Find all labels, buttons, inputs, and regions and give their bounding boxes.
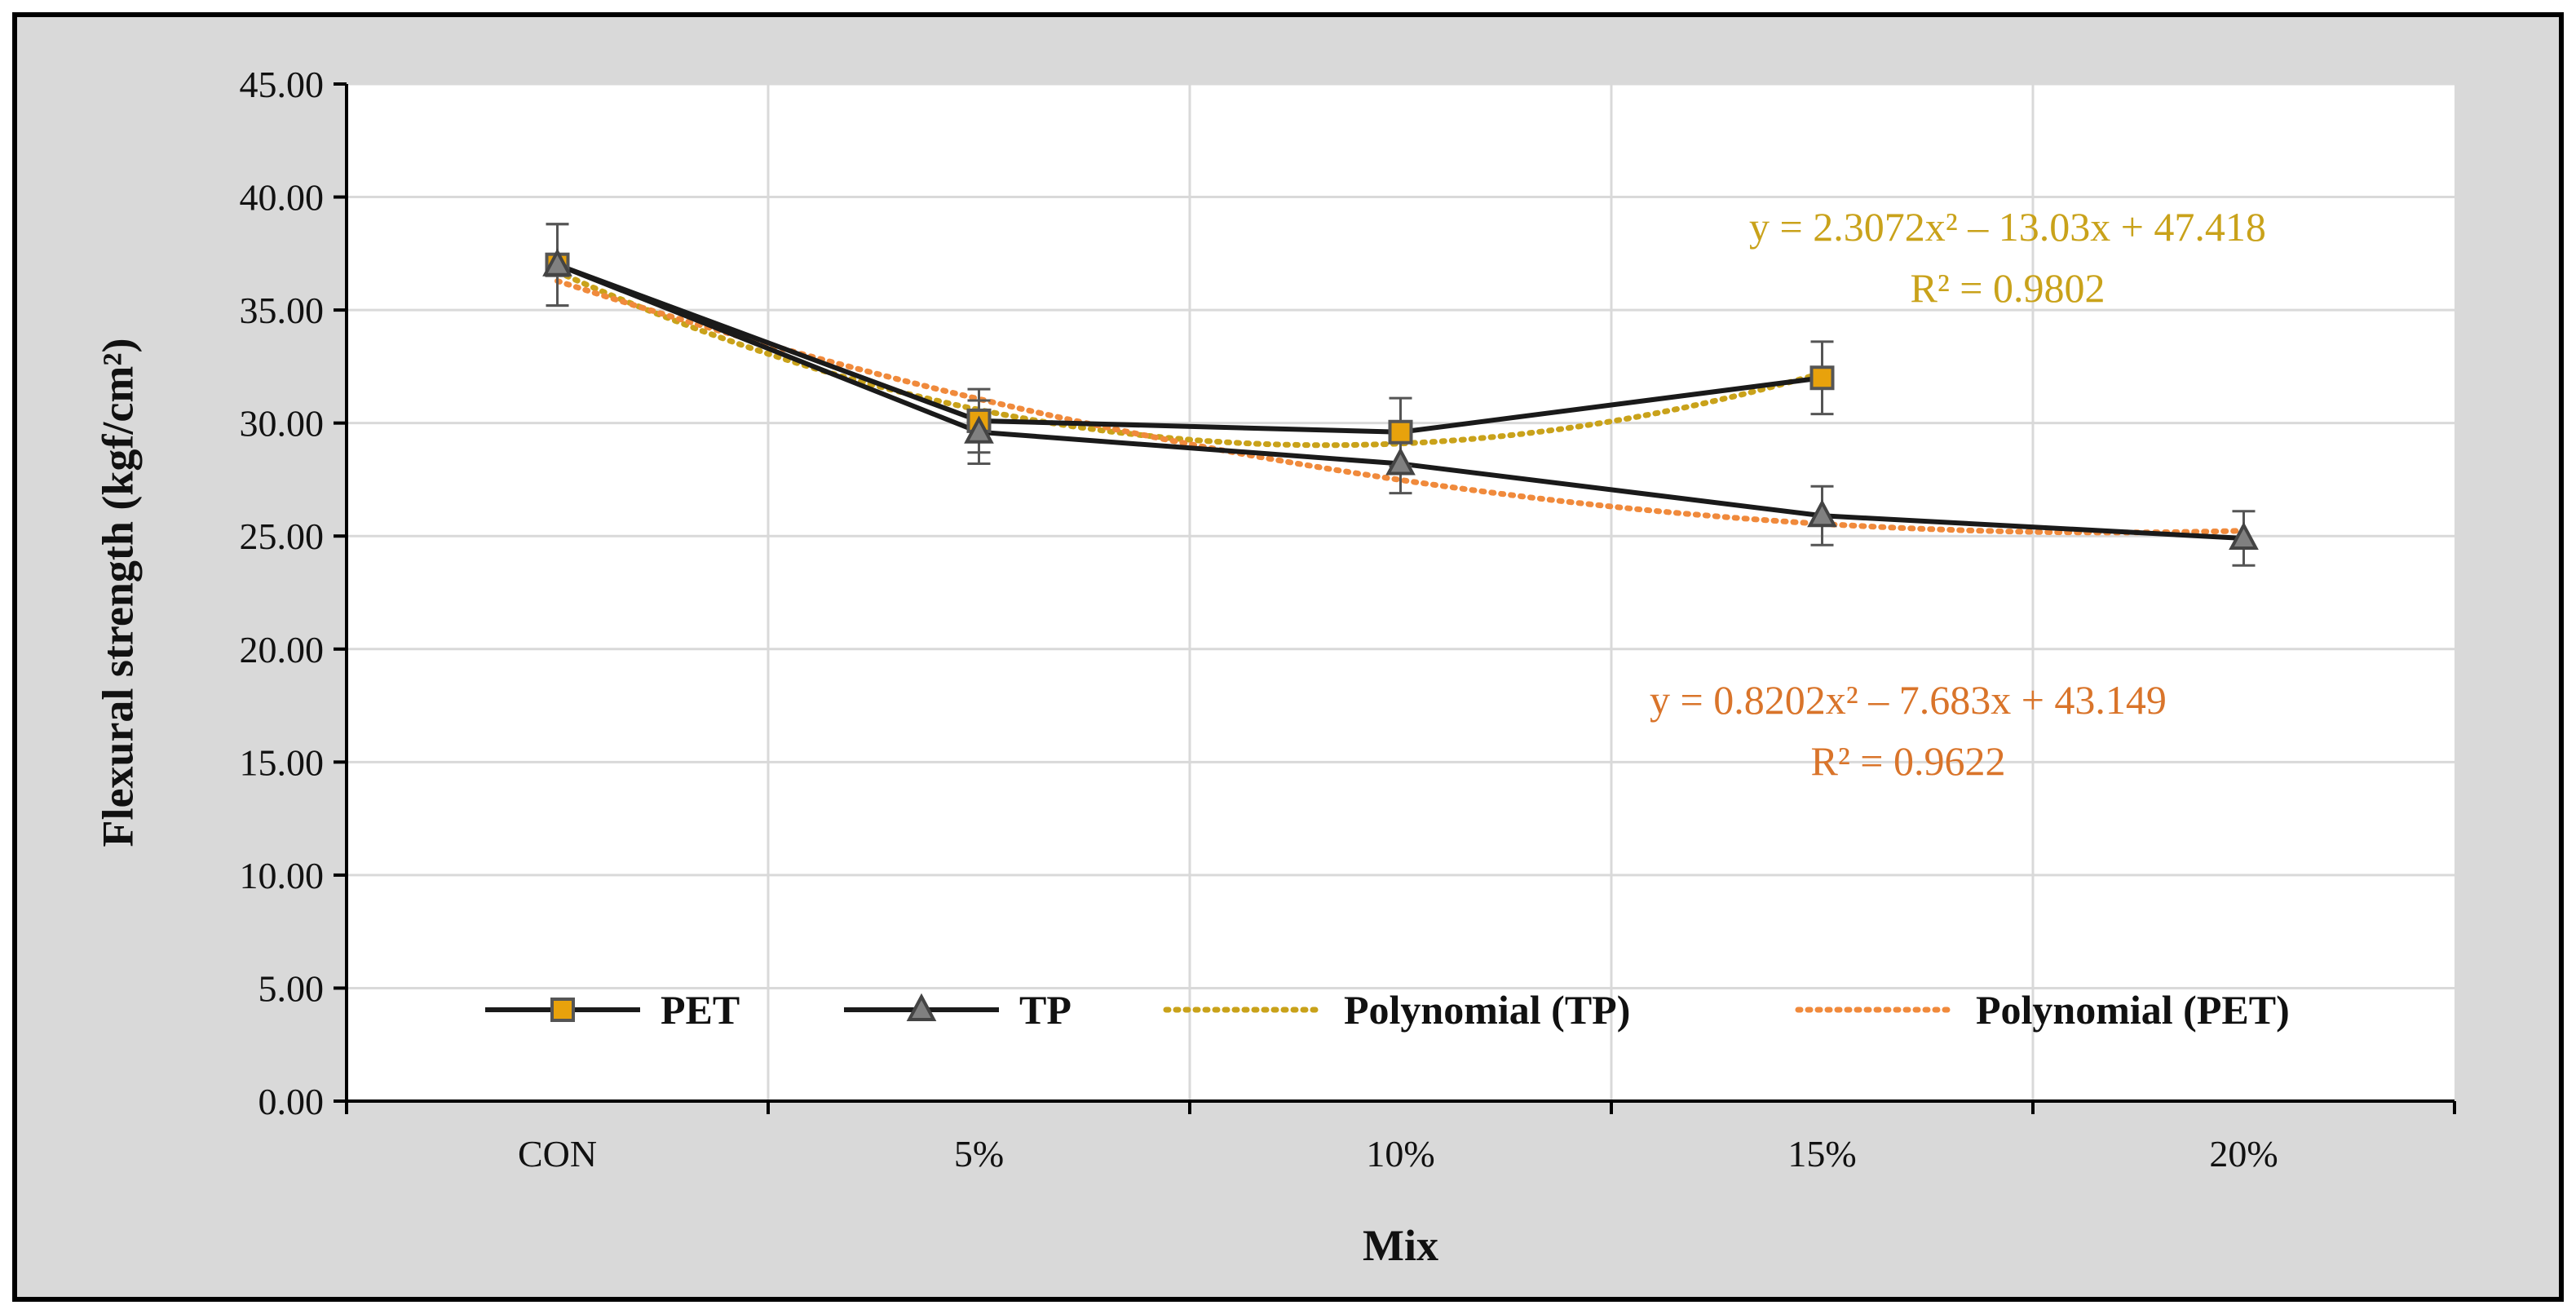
y-tick-label: 20.00 [240, 629, 325, 670]
x-tick-label: 5% [954, 1133, 1004, 1175]
x-tick-labels: CON 5% 10% 15% 20% [518, 1133, 2278, 1175]
trendlines [555, 268, 2247, 536]
x-tick-label: 10% [1366, 1133, 1434, 1175]
y-tick-label: 10.00 [240, 855, 325, 896]
legend: PET TP Polynomial (TP) Polynomial (PET) [485, 987, 2290, 1033]
plot-area [347, 84, 2454, 1101]
axes [334, 82, 2456, 1114]
trendline-equation: y = 0.8202x² – 7.683x + 43.149 [1650, 677, 2167, 723]
marker-tp [964, 415, 994, 444]
legend-label: PET [661, 987, 740, 1033]
series-line-pet [556, 262, 1823, 435]
legend-entry: TP [844, 987, 1071, 1033]
series-markers [542, 248, 2259, 550]
legend-label: Polynomial (PET) [1976, 987, 2290, 1033]
y-tick-label: 30.00 [240, 403, 325, 445]
y-tick-labels: 0.00 5.00 10.00 15.00 20.00 25.00 30.00 35.00 40… [240, 64, 325, 1122]
trendline-polynomial-tp- [555, 268, 1825, 449]
legend-entry: Polynomial (TP) [1163, 987, 1630, 1033]
legend-label: Polynomial (TP) [1344, 987, 1630, 1033]
marker-pet [1388, 419, 1413, 445]
y-tick-label: 35.00 [240, 290, 325, 331]
legend-label: TP [1019, 987, 1071, 1033]
marker-tp [542, 248, 572, 277]
y-tick-label: 0.00 [258, 1081, 325, 1122]
marker-tp [1807, 499, 1837, 528]
x-tick-label: 15% [1787, 1133, 1856, 1175]
y-tick-label: 25.00 [240, 515, 325, 557]
y-axis-title: Flexural strength (kgf/cm²) [93, 338, 142, 847]
x-tick-label: 20% [2209, 1133, 2278, 1175]
legend-marker [906, 993, 937, 1021]
y-tick-label: 5.00 [258, 967, 325, 1009]
x-axis-title: Mix [1363, 1221, 1438, 1270]
y-tick-label: 15.00 [240, 741, 325, 783]
marker-tp [2229, 521, 2259, 550]
x-tick-label: CON [518, 1133, 597, 1175]
y-tick-label: 40.00 [240, 177, 325, 219]
trendline-equation: y = 2.3072x² – 13.03x + 47.418 [1749, 204, 2266, 250]
marker-tp [1385, 447, 1416, 476]
trendline-r2: R² = 0.9802 [1910, 265, 2105, 311]
trendline-polynomial-pet- [555, 278, 2247, 536]
legend-entry: PET [485, 987, 740, 1033]
y-tick-label: 45.00 [240, 64, 325, 105]
trendline-r2: R² = 0.9622 [1810, 738, 2005, 784]
trendline-equations: y = 2.3072x² – 13.03x + 47.418 R² = 0.980… [1650, 204, 2266, 784]
legend-entry: Polynomial (PET) [1795, 987, 2290, 1033]
marker-pet [1809, 365, 1835, 391]
legend-marker [550, 998, 575, 1022]
